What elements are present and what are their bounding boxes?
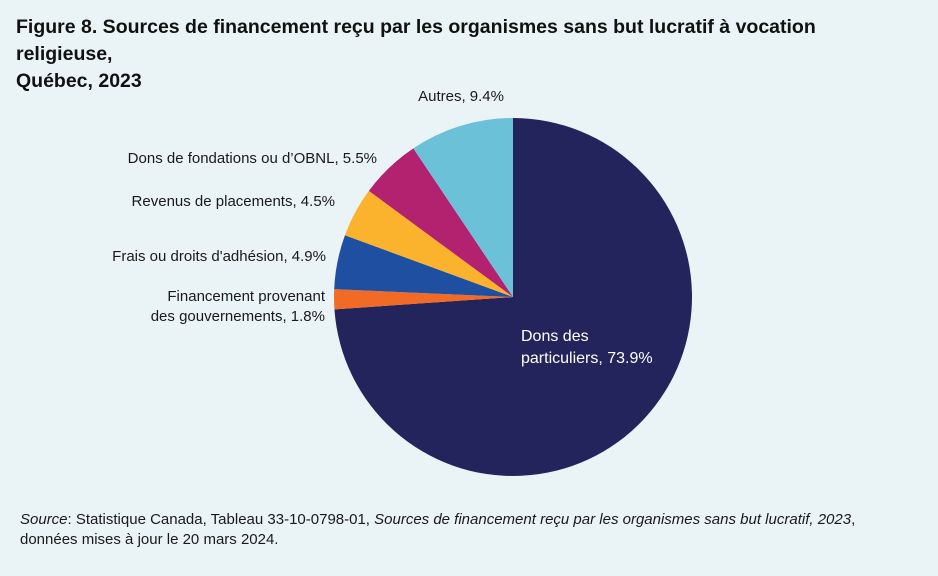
source-text1: : Statistique Canada, Tableau 33-10-0798… [67, 511, 375, 528]
chart-title-line2: Québec, 2023 [16, 70, 142, 92]
source-text2: , [851, 511, 856, 528]
source-line2: données mises à jour le 20 mars 2024. [20, 531, 279, 548]
slice-label-line: Dons des [521, 328, 589, 345]
slice-label-line: Dons de fondations ou d’OBNL, 5.5% [128, 150, 377, 167]
slice-label-line: Financement provenant [167, 288, 325, 305]
slice-label-4: Dons de fondations ou d’OBNL, 5.5% [128, 150, 377, 167]
chart-title-line1: Figure 8. Sources de financement reçu pa… [16, 16, 816, 65]
slice-label-0: Dons des particuliers, 73.9% [521, 328, 653, 367]
pie-chart: Dons des particuliers, 73.9% Financement p… [112, 88, 693, 476]
slice-label-line: Revenus de placements, 4.5% [132, 193, 335, 210]
slice-label-line: particuliers, 73.9% [521, 350, 653, 367]
slice-label-line: Frais ou droits d'adhésion, 4.9% [112, 248, 326, 265]
pie-slice-2 [334, 235, 513, 297]
slice-label-3: Revenus de placements, 4.5% [132, 193, 335, 210]
chart-title: Figure 8. Sources de financement reçu pa… [16, 14, 916, 95]
slice-label-2: Frais ou droits d'adhésion, 4.9% [112, 248, 326, 265]
pie-labels: Dons des particuliers, 73.9% Financement p… [112, 88, 652, 367]
pie-slice-1 [333, 289, 513, 310]
source-line1: Source: Statistique Canada, Tableau 33-1… [20, 510, 920, 530]
pie-slice-3 [344, 190, 513, 297]
slice-label-5: Autres, 9.4% [418, 88, 504, 105]
source-label: Source [20, 511, 68, 528]
pie-slice-0 [334, 118, 693, 476]
pie-slice-5 [413, 117, 513, 297]
source-title: Sources de financement reçu par les orga… [374, 511, 852, 528]
slice-label-line: Autres, 9.4% [418, 88, 504, 105]
pie-slice-4 [368, 148, 513, 297]
source-note: Source: Statistique Canada, Tableau 33-1… [20, 510, 920, 550]
slice-label-1: Financement provenant des gouvernements, … [151, 288, 326, 325]
pie-slices [333, 117, 693, 476]
slice-label-line: des gouvernements, 1.8% [151, 308, 325, 325]
